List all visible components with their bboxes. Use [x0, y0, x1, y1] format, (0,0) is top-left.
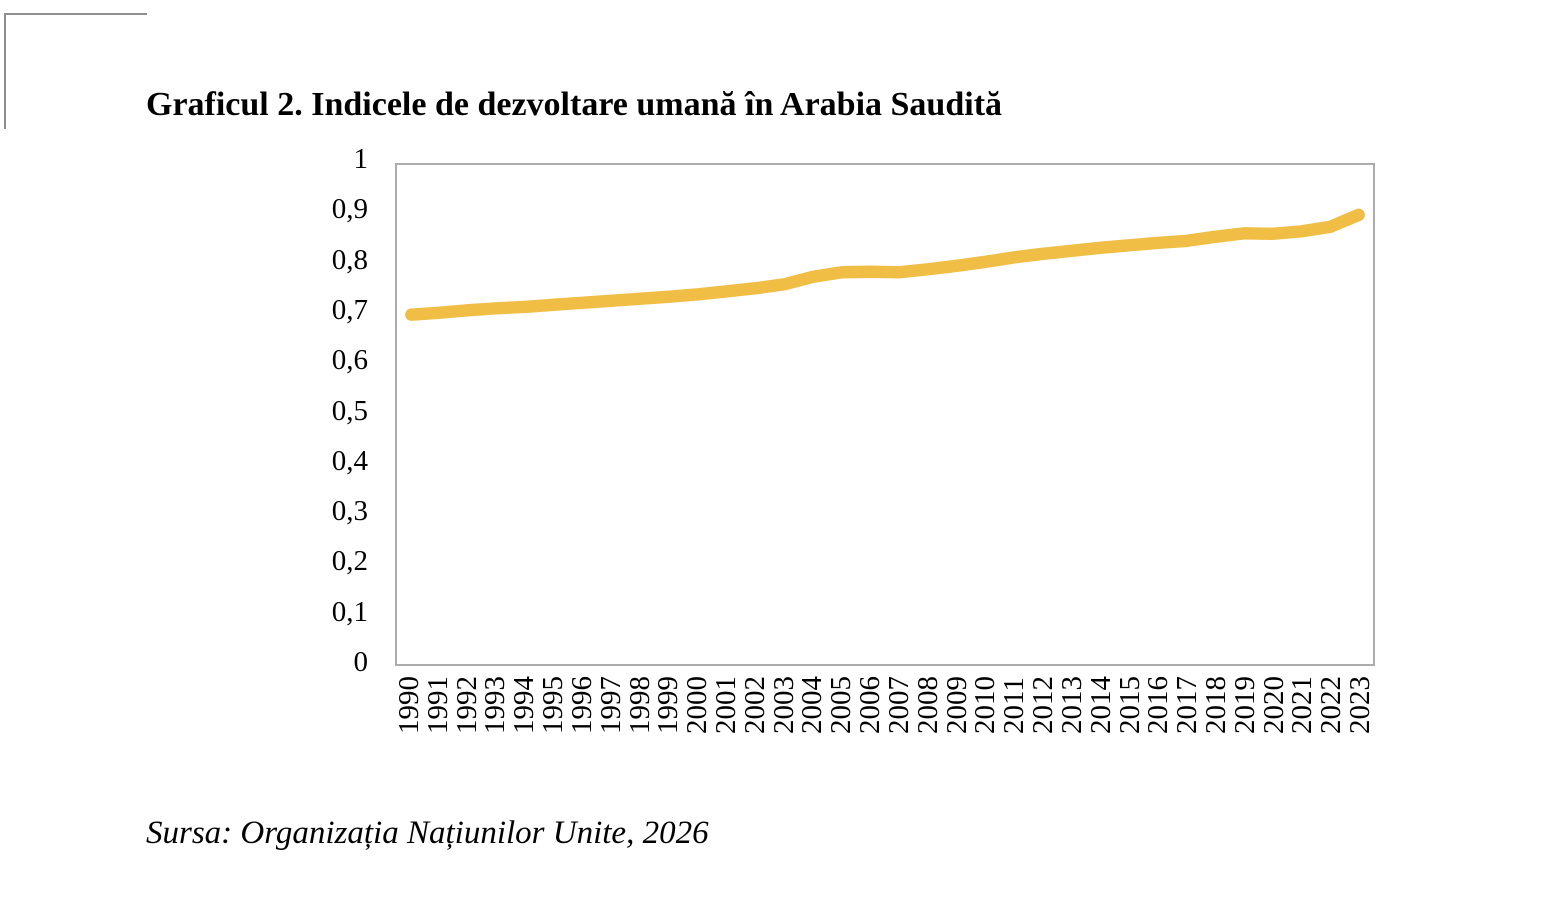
x-axis-tick-label: 2014	[1084, 676, 1117, 734]
hdi-line	[405, 208, 1365, 321]
x-axis-tick-label: 1997	[594, 676, 627, 734]
x-axis-tick-label: 2005	[825, 676, 858, 734]
x-axis-tick-label: 2004	[796, 676, 829, 734]
x-axis-tick-label: 2001	[710, 676, 742, 734]
y-axis-tick-label: 1	[353, 143, 369, 175]
y-axis-tick-label: 0,1	[331, 596, 368, 628]
source-note: Sursa: Organizația Națiunilor Unite, 202…	[146, 815, 709, 851]
x-axis-tick-label: 2008	[911, 676, 944, 734]
x-axis-tick-label: 2011	[998, 677, 1031, 734]
x-axis-tick-label: 2006	[854, 676, 887, 734]
y-axis-tick-label: 0,7	[331, 294, 368, 326]
y-axis-tick-label: 0,8	[331, 244, 368, 276]
x-axis-tick-label: 1993	[479, 676, 512, 734]
x-axis-tick-label: 1991	[421, 676, 454, 734]
x-axis-tick-label: 2015	[1113, 676, 1146, 734]
y-axis-tick-label: 0,4	[331, 445, 368, 477]
x-axis-tick-label: 1994	[508, 676, 541, 734]
x-axis-tick-label: 1995	[537, 676, 569, 734]
x-axis-tick-label: 2021	[1286, 676, 1319, 734]
x-axis-tick-label: 1999	[652, 676, 685, 734]
x-axis-tick-label: 1996	[565, 676, 598, 734]
x-axis-tick-label: 2022	[1315, 676, 1348, 734]
x-axis-tick-label: 2023	[1344, 676, 1377, 734]
chart-plot-area	[395, 163, 1375, 666]
x-axis-tick-label: 2019	[1228, 676, 1261, 734]
x-axis-tick-label: 1990	[392, 676, 425, 734]
x-axis-tick-label: 2020	[1257, 676, 1290, 734]
window-frame-left-fragment	[4, 13, 6, 129]
x-axis-tick-label: 2000	[681, 676, 714, 734]
x-axis-tick-label: 2016	[1142, 676, 1175, 734]
x-axis-tick-label: 1992	[450, 676, 483, 734]
y-axis-tick-label: 0,2	[331, 545, 368, 577]
y-axis-tick-label: 0	[353, 646, 369, 678]
x-axis-tick-label: 2017	[1171, 676, 1204, 734]
x-axis-tick-label: 2012	[1027, 676, 1059, 734]
y-axis-labels: 1 0,9 0,8 0,7 0,6 0,5 0,4 0,3 0,2 0,1 0	[0, 144, 368, 677]
window-frame-top-fragment	[4, 13, 147, 15]
y-axis-tick-label: 0,9	[331, 193, 368, 225]
y-axis-tick-label: 0,6	[331, 344, 368, 376]
x-axis-tick-label: 1998	[623, 676, 656, 734]
y-axis-tick-label: 0,3	[331, 495, 368, 527]
x-axis-tick-label: 2010	[969, 676, 1002, 734]
x-axis-labels: 1990 1991 1992 1993 1994 1995 1996 1997 1998 1999…	[392, 666, 1377, 781]
chart-title: Graficul 2. Indicele de dezvoltare umană…	[146, 86, 1003, 123]
x-axis-tick-label: 2009	[940, 676, 973, 734]
hdi-line-chart	[405, 208, 1365, 321]
y-axis-tick-label: 0,5	[331, 395, 368, 427]
x-axis-tick-label: 2013	[1055, 676, 1088, 734]
x-axis-tick-label: 2003	[767, 676, 800, 734]
x-axis-tick-label: 2002	[738, 676, 771, 734]
x-axis-tick-label: 2018	[1200, 676, 1232, 734]
x-axis-tick-label: 2007	[882, 676, 915, 734]
